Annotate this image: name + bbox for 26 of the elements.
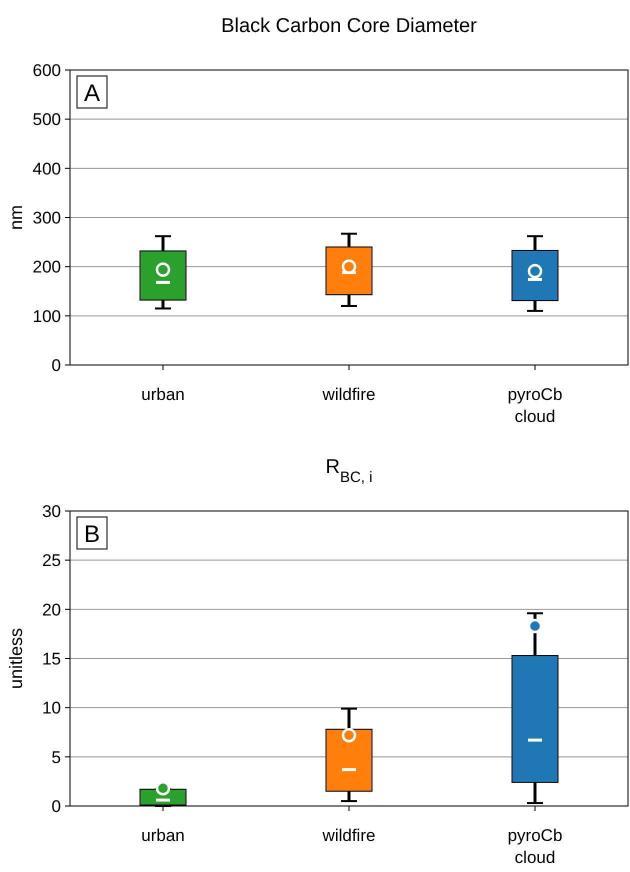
y-tick-label: 200 [32,258,61,277]
y-tick-label: 20 [42,600,61,620]
y-axis-title: nm [6,204,26,230]
x-tick-label: wildfire [322,826,376,845]
x-tick-label: wildfire [322,385,376,404]
y-tick-label: 25 [42,551,61,570]
chart-title: Black Carbon Core Diameter [221,15,478,37]
y-tick-label: 5 [52,748,61,767]
x-tick-label: pyroCb cloud [508,826,562,867]
y-axis-title: unitless [6,628,26,690]
y-tick-label: 15 [42,649,61,668]
x-tick-label: urban [141,385,185,404]
y-tick-label: 0 [52,796,61,816]
y-tick-label: 10 [42,698,61,718]
y-tick-label: 0 [52,356,61,375]
y-tick-label: 30 [42,502,61,521]
y-tick-label: 100 [32,306,61,326]
x-tick-label: pyroCb cloud [508,385,562,426]
x-tick-label: urban [141,826,185,845]
y-tick-label: 500 [32,110,61,130]
y-tick-label: 300 [32,208,61,228]
annotation: A [84,80,100,107]
y-tick-label: 600 [32,60,61,80]
y-tick-label: 400 [32,159,61,178]
chart-title: R$_{BC, i}$ [326,456,372,486]
annotation: B [84,521,100,548]
